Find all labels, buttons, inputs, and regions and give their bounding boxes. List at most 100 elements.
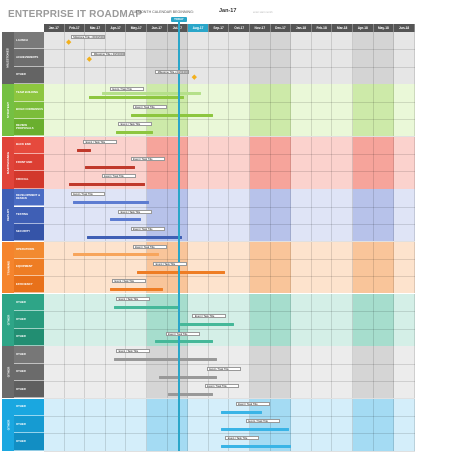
grid-column [64, 84, 86, 137]
task-callout[interactable]: Event / Task Title [225, 436, 260, 441]
task-bar[interactable] [221, 445, 292, 449]
task-callout[interactable]: Event / Task Title [70, 192, 105, 197]
grid-column [394, 136, 415, 189]
task-bar[interactable] [116, 130, 154, 134]
month-header-cell: Apr-17 [105, 24, 127, 32]
task-callout[interactable]: Event / Task Title [245, 419, 280, 424]
task-bar[interactable] [76, 148, 92, 152]
task-bar[interactable] [87, 235, 182, 239]
task-bar[interactable] [167, 392, 213, 396]
task-callout[interactable]: Event / Task Title [206, 366, 241, 371]
task-bar[interactable] [179, 323, 234, 327]
grid-column [373, 346, 395, 399]
task-callout[interactable]: Event / Task Title [83, 139, 118, 144]
task-callout[interactable]: Event / Task Title [116, 297, 151, 301]
task-callout[interactable]: Event / Task Title [116, 349, 151, 354]
row-divider [44, 66, 415, 68]
task-callout[interactable]: Event / Task Title [165, 331, 200, 336]
task-callout[interactable]: Event / Task Title [130, 226, 165, 231]
milestone-icon[interactable]: ◆ [86, 56, 92, 64]
grid-column [250, 346, 271, 399]
grid-column [44, 189, 65, 242]
task-bar[interactable] [136, 270, 226, 274]
grid-column [311, 241, 333, 294]
grid-column [373, 294, 395, 346]
grid-column [394, 189, 415, 242]
row-divider [44, 433, 415, 434]
grid-column [85, 136, 106, 189]
month-header-cell: Feb-18 [311, 24, 333, 32]
page-title: ENTERPRISE IT ROADMAP [8, 9, 143, 20]
task-bar[interactable] [72, 201, 150, 204]
grid-column [64, 136, 86, 189]
task-callout[interactable]: Event / Task Title [109, 87, 144, 92]
grid-column [126, 189, 147, 242]
grid-column [44, 136, 65, 189]
milestone-icon[interactable]: ◆ [191, 73, 198, 81]
row-divider [44, 154, 415, 155]
task-callout[interactable]: Event / Task Title [132, 104, 167, 109]
grid-column [332, 189, 353, 242]
task-callout[interactable]: Event / Task Title [235, 401, 270, 406]
task-callout[interactable]: Event / Task Title [118, 209, 153, 214]
grid-column [147, 241, 168, 294]
grid-column [291, 189, 312, 242]
row-divider [44, 241, 415, 242]
grid-column [188, 189, 209, 242]
grid-column [85, 346, 106, 399]
grid-column [105, 398, 127, 451]
row-divider [44, 258, 415, 260]
grid-column [208, 241, 230, 294]
row-divider [44, 311, 415, 312]
row-divider [44, 136, 415, 137]
task-callout[interactable]: Event / Task Title [204, 384, 239, 388]
row-label: EFFICIENCY [14, 276, 44, 294]
task-bar[interactable] [101, 92, 201, 96]
task-bar[interactable] [109, 288, 164, 291]
row-label: OTHER [14, 433, 44, 451]
grid-column [208, 189, 230, 242]
task-bar[interactable] [114, 358, 218, 362]
task-callout[interactable]: Event / Task Title [111, 279, 146, 284]
task-callout[interactable]: Milestone Title • 00/00/0000 [91, 52, 126, 57]
task-callout[interactable]: Milestone Title • 00/00/0000 [155, 69, 190, 74]
task-callout[interactable]: Event / Task Title [192, 314, 227, 319]
task-bar[interactable] [221, 410, 263, 414]
milestone-icon[interactable]: ◆ [66, 39, 72, 46]
grid-column [229, 294, 250, 346]
month-header-cell: Jul-17 [167, 24, 189, 32]
task-bar[interactable] [159, 375, 218, 379]
grid-column [270, 84, 292, 137]
task-callout[interactable]: Event / Task Title [153, 261, 188, 266]
grid-column [188, 241, 209, 294]
grid-column [373, 84, 395, 137]
task-callout[interactable]: Event / Task Title [130, 157, 165, 162]
task-bar[interactable] [130, 113, 213, 117]
task-bar[interactable] [68, 183, 145, 187]
task-bar[interactable] [72, 253, 160, 257]
task-bar[interactable] [109, 218, 141, 222]
grid-column [105, 294, 127, 346]
task-bar[interactable] [155, 340, 213, 344]
task-callout[interactable]: Event / Task Title [132, 244, 167, 249]
grid-column [353, 32, 374, 84]
task-callout[interactable]: Milestone Title • 00/00/0000 [70, 35, 105, 39]
grid-column [229, 241, 250, 294]
task-callout[interactable]: Event / Task Title [118, 122, 153, 126]
task-bar[interactable] [114, 305, 180, 309]
task-bar[interactable] [89, 96, 185, 100]
grid-column [332, 136, 353, 189]
grid-column [311, 294, 333, 346]
start-month-input[interactable]: Jan-17 [219, 8, 237, 14]
month-header-cell: Jun-17 [147, 24, 168, 32]
task-callout[interactable]: Event / Task Title [101, 174, 136, 179]
category-label: OTHER [2, 398, 14, 451]
row-label: OPERATIONS [14, 241, 44, 259]
row-label: OTHER [14, 294, 44, 312]
month-header-cell: May-17 [126, 24, 147, 32]
task-bar[interactable] [85, 165, 135, 169]
grid-column [44, 398, 65, 451]
grid-column [147, 346, 168, 399]
grid-column [126, 398, 147, 451]
task-bar[interactable] [221, 427, 290, 431]
